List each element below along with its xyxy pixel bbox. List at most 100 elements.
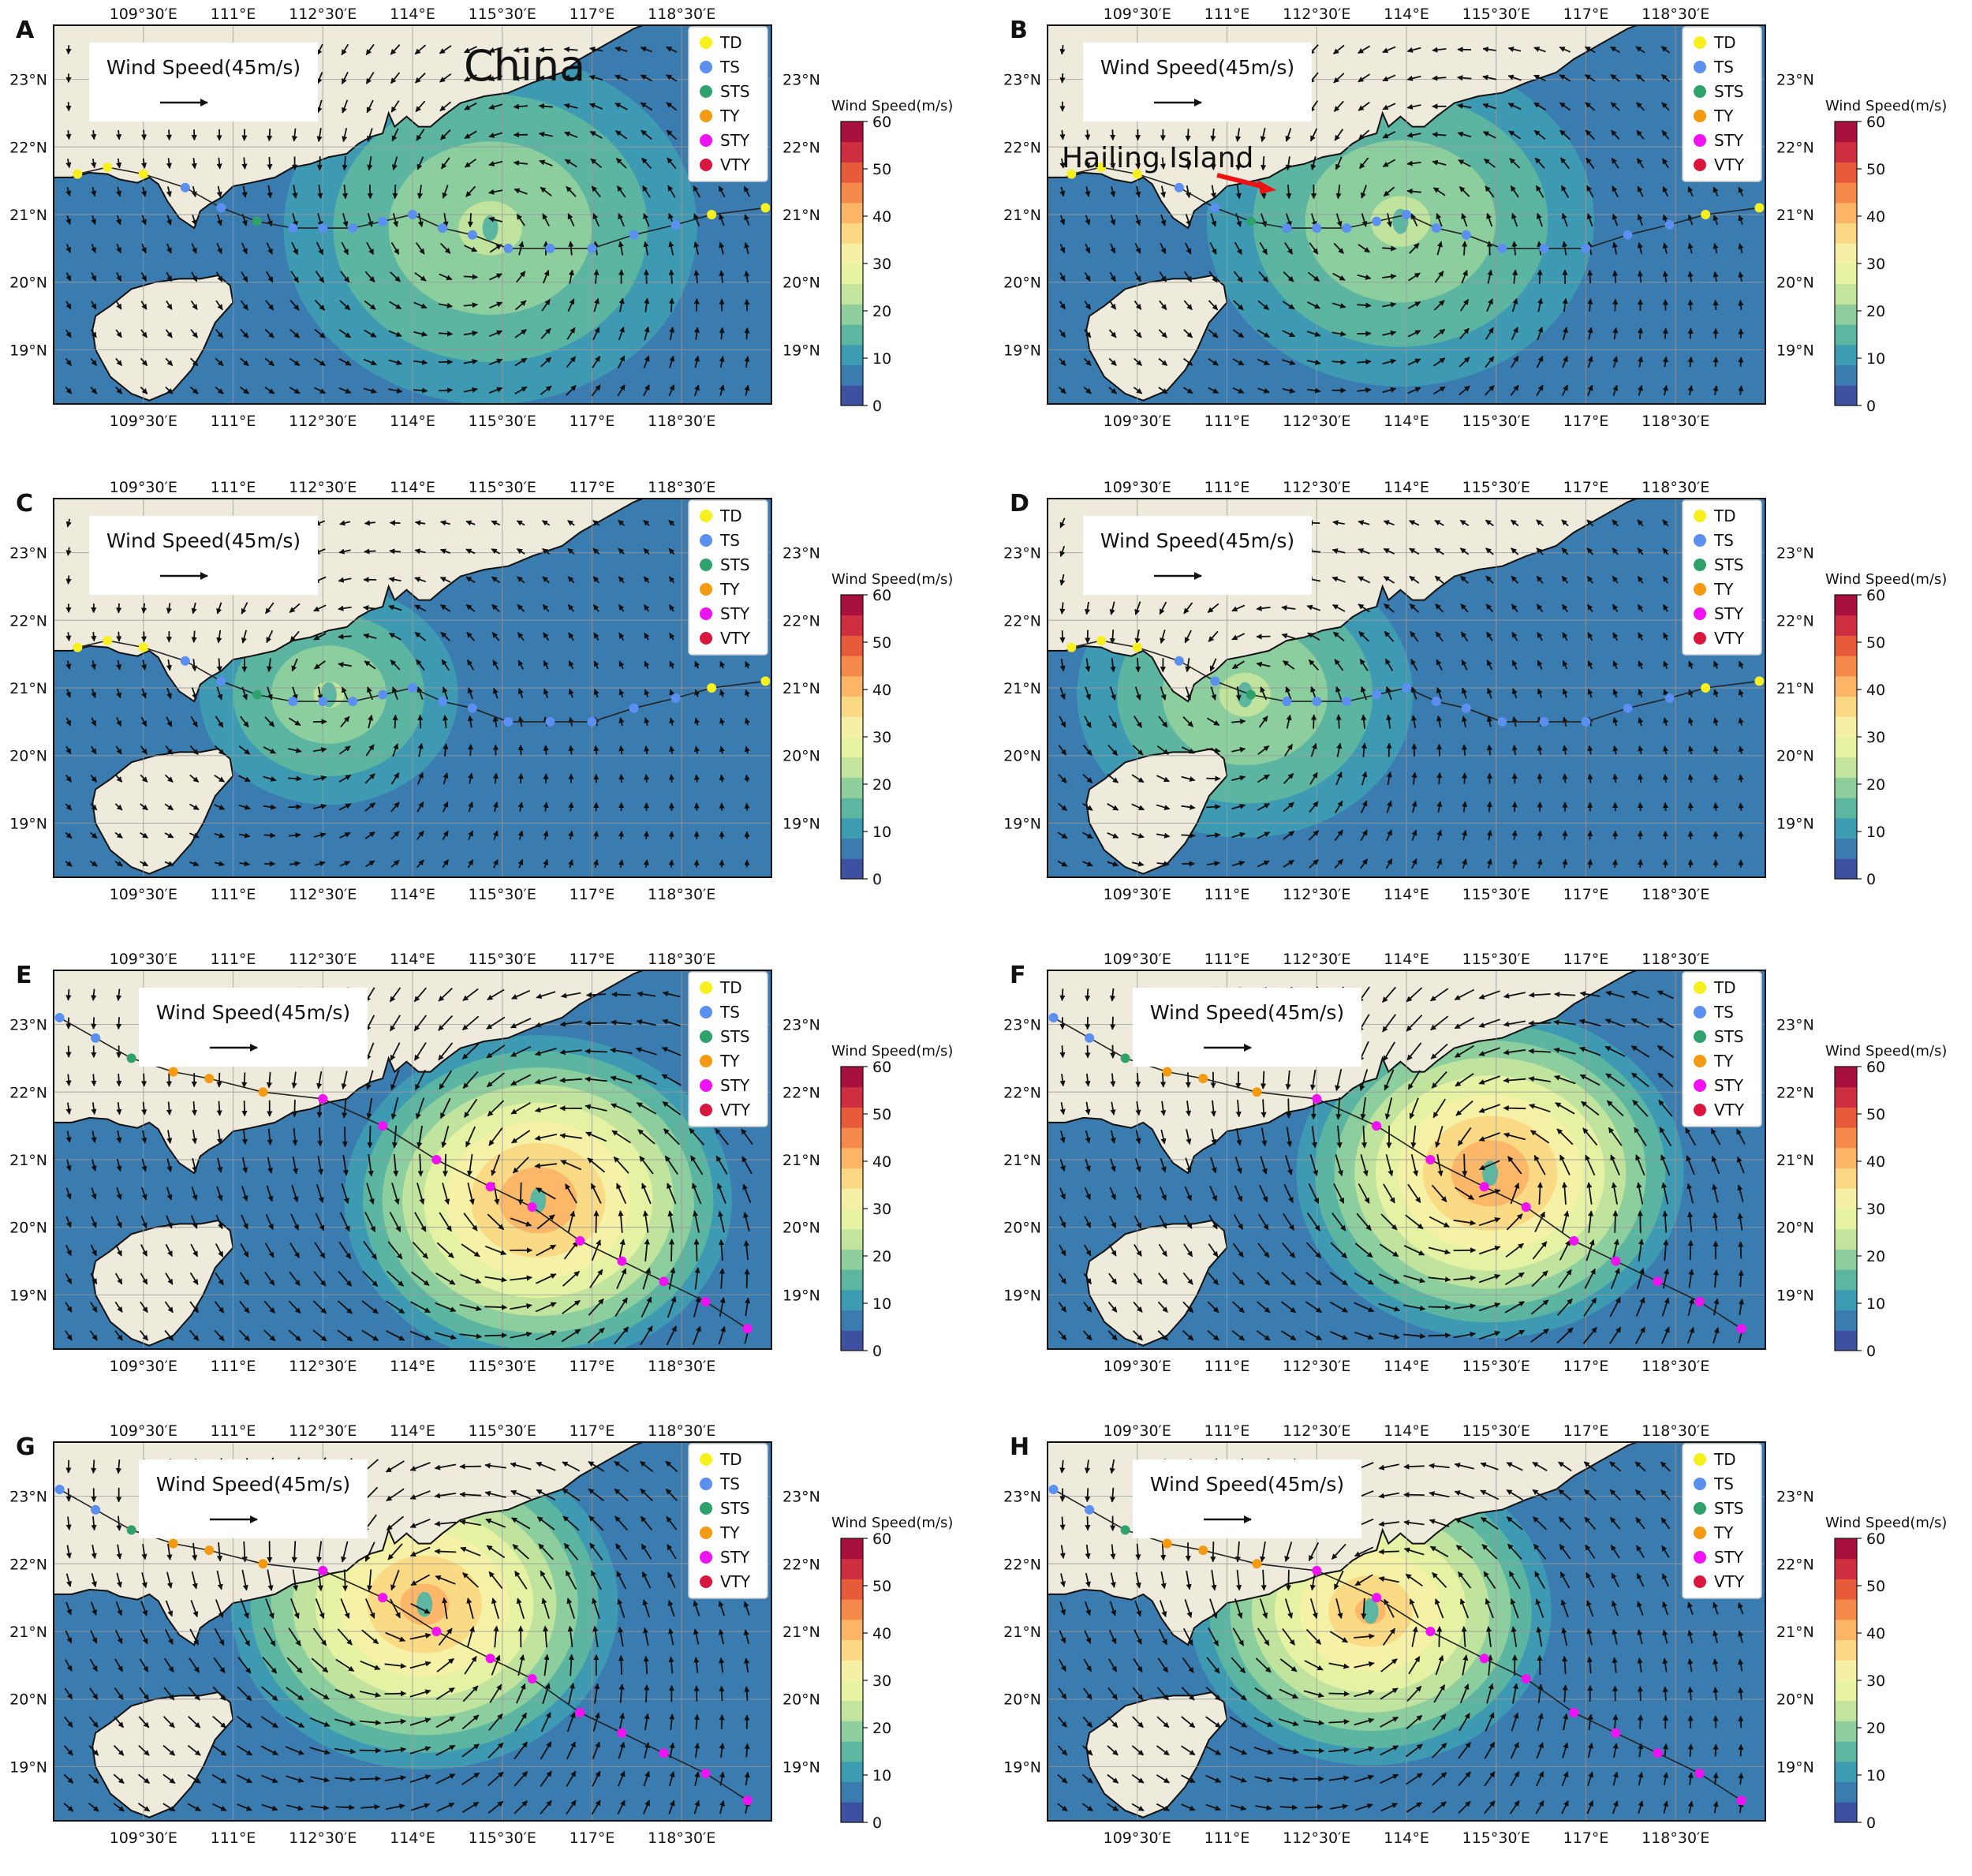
- wind-vector: [1085, 1488, 1091, 1503]
- lon-tick-label-top: 112°30′E: [289, 1422, 357, 1440]
- wind-vector: [1085, 129, 1091, 140]
- lon-tick-label-bottom: 111°E: [211, 1358, 256, 1375]
- lon-tick-label-top: 117°E: [1563, 951, 1609, 968]
- wind-vector: [640, 47, 653, 53]
- wind-vector: [365, 43, 375, 55]
- wind-vector: [1662, 327, 1668, 339]
- wind-vector: [1309, 128, 1318, 142]
- track-point-ts: [1461, 703, 1471, 713]
- wind-vector: [367, 156, 373, 171]
- wind-vector: [488, 387, 503, 394]
- wind-vector: [1403, 1492, 1425, 1498]
- lat-tick-label-right: 21°N: [782, 680, 820, 697]
- legend-marker-ts: [1694, 534, 1706, 547]
- colorbar-title: Wind Speed(m/s): [1825, 98, 1947, 114]
- colorbar-title: Wind Speed(m/s): [831, 571, 953, 588]
- lat-tick-label-left: 20°N: [9, 1691, 47, 1709]
- lon-tick-label-top: 111°E: [1204, 1422, 1250, 1440]
- colorbar-tick-label: 60: [1866, 587, 1885, 604]
- wind-vector: [1210, 185, 1216, 199]
- panel-label: H: [1010, 1433, 1029, 1461]
- wind-vector: [65, 130, 72, 140]
- wind-vector: [513, 160, 528, 166]
- wind-vector: [366, 241, 375, 256]
- track-point-ts: [288, 697, 298, 707]
- lon-tick-label-top: 112°30′E: [1283, 1422, 1350, 1440]
- track-point-sty: [485, 1182, 495, 1192]
- wind-vector: [90, 329, 97, 338]
- wind-vector: [1158, 357, 1168, 366]
- wind-vector: [1108, 387, 1117, 394]
- track-point-ty: [258, 1087, 268, 1097]
- legend-marker-ty: [700, 110, 712, 122]
- wind-vector: [364, 300, 376, 311]
- wind-vector: [644, 1684, 650, 1702]
- panel-label: E: [16, 962, 32, 989]
- wind-vector: [388, 330, 402, 338]
- wind-vector: [1260, 128, 1266, 143]
- wind-vector: [389, 520, 401, 526]
- wind-vector: [719, 213, 725, 226]
- track-point-ts: [1210, 676, 1220, 686]
- wind-vector: [140, 357, 148, 367]
- legend-marker-ts: [700, 61, 712, 73]
- track-point-ts: [318, 697, 328, 707]
- track-point-ts: [670, 693, 681, 703]
- wind-vector: [1511, 801, 1518, 813]
- lon-tick-label-top: 111°E: [1204, 6, 1250, 23]
- lat-tick-label-right: 22°N: [782, 139, 820, 156]
- lon-tick-label-bottom: 115°30′E: [1462, 1358, 1530, 1375]
- wind-vector: [190, 329, 199, 338]
- legend-marker-vty: [700, 1575, 712, 1588]
- lon-tick-label-bottom: 112°30′E: [289, 1358, 357, 1375]
- wind-vector: [341, 241, 349, 256]
- colorbar-tick-label: 40: [872, 682, 891, 699]
- wind-vector: [540, 327, 551, 339]
- lon-tick-label-bottom: 111°E: [211, 886, 256, 903]
- colorbar-bin: [1835, 344, 1857, 366]
- wind-vector: [585, 1020, 607, 1026]
- wind-vector: [241, 271, 248, 282]
- legend-marker-ts: [700, 1478, 712, 1490]
- wind-vector: [388, 387, 403, 394]
- wind-vector: [540, 357, 552, 368]
- track-point-ts: [408, 683, 417, 693]
- lat-tick-label-left: 19°N: [1003, 1287, 1041, 1304]
- colorbar-bin: [1835, 675, 1857, 697]
- wind-vector: [165, 386, 174, 394]
- legend-label-vty: VTY: [720, 1101, 751, 1119]
- colorbar-tick-label: 30: [872, 1672, 891, 1690]
- map-panel-b: B 109°30′E 109°30′E 111°E 111°E 112°30′E 112°3…: [1003, 6, 1947, 430]
- track-point-sty: [1653, 1276, 1663, 1287]
- track-point-sty: [742, 1796, 753, 1806]
- wind-vector: [1428, 1304, 1451, 1310]
- lat-tick-label-right: 19°N: [1776, 342, 1814, 359]
- wind-vector: [115, 329, 122, 338]
- legend-marker-ty: [700, 583, 712, 596]
- wind-vector: [416, 156, 424, 170]
- lat-tick-label-right: 21°N: [782, 207, 820, 224]
- colorbar-tick-label: 50: [872, 1106, 891, 1123]
- track-point-ts: [1174, 182, 1184, 192]
- legend-label-sts: STS: [720, 1027, 750, 1046]
- colorbar-bin: [1835, 1168, 1857, 1189]
- wind-vector: [1183, 300, 1193, 311]
- reference-vector-box: [139, 1459, 368, 1538]
- wind-vector: [91, 1074, 97, 1087]
- colorbar-bin: [1835, 817, 1857, 839]
- wind-vector: [585, 1048, 607, 1055]
- wind-vector: [1382, 273, 1397, 280]
- wind-vector: [165, 329, 173, 338]
- colorbar-bin: [1835, 1579, 1857, 1600]
- wind-vector: [1059, 387, 1066, 394]
- wind-vector: [342, 128, 348, 143]
- wind-vector: [392, 714, 398, 729]
- wind-vector: [317, 185, 323, 200]
- wind-vector: [1208, 271, 1218, 283]
- colorbar-tick-label: 40: [1866, 1625, 1885, 1642]
- wind-vector: [1158, 387, 1168, 394]
- wind-vector: [1084, 301, 1092, 310]
- lon-tick-label-top: 117°E: [570, 479, 615, 496]
- wind-vector: [590, 158, 603, 169]
- wind-vector: [719, 270, 725, 283]
